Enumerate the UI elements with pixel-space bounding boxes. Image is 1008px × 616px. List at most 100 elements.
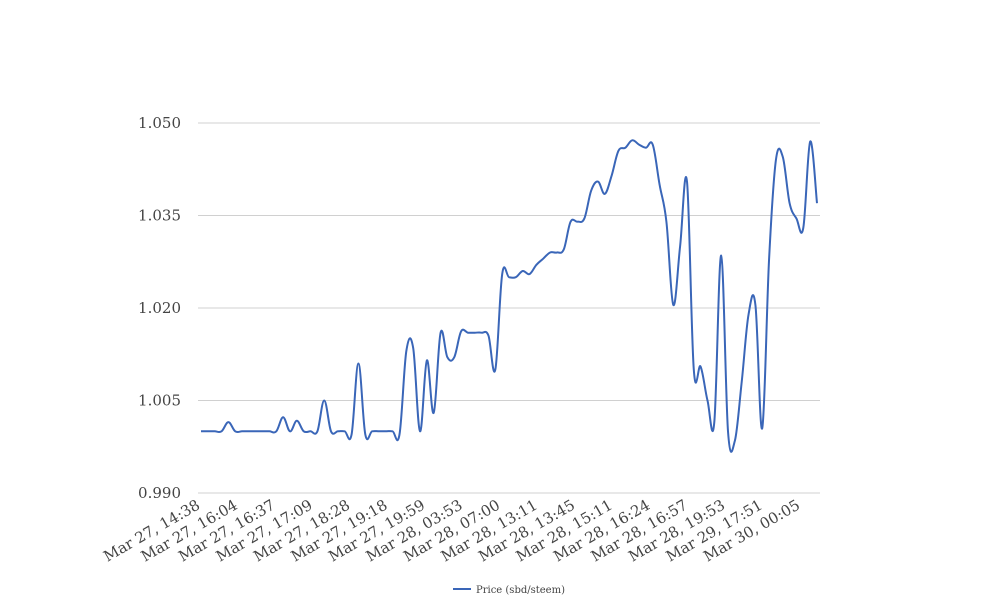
data-point <box>303 430 305 432</box>
data-point <box>405 350 407 352</box>
data-point <box>734 440 736 442</box>
legend: Price (sbd/steem) <box>453 585 565 596</box>
data-point <box>542 258 544 260</box>
data-point <box>310 430 312 432</box>
data-point <box>549 252 551 254</box>
data-point <box>453 356 455 358</box>
data-point <box>535 264 537 266</box>
series-layer <box>200 139 818 453</box>
data-point <box>645 147 647 149</box>
data-point <box>576 221 578 223</box>
data-point <box>296 420 298 422</box>
data-point <box>809 141 811 143</box>
data-point <box>282 416 284 418</box>
data-point <box>419 430 421 432</box>
data-point <box>385 430 387 432</box>
data-point <box>364 433 366 435</box>
data-point <box>707 400 709 402</box>
data-point <box>344 430 346 432</box>
data-point <box>775 159 777 161</box>
data-point <box>761 427 763 429</box>
y-axis: 0.990 1.005 1.020 1.035 1.050 <box>138 114 181 502</box>
data-point <box>618 150 620 152</box>
data-point <box>357 363 359 365</box>
data-point <box>392 430 394 432</box>
data-point <box>665 221 667 223</box>
data-point <box>816 202 818 204</box>
data-point <box>241 430 243 432</box>
data-point <box>563 248 565 250</box>
data-point <box>556 252 558 254</box>
gridlines <box>198 122 820 494</box>
data-point <box>638 144 640 146</box>
data-point <box>221 430 223 432</box>
data-point <box>693 369 695 371</box>
data-point <box>494 369 496 371</box>
data-point <box>501 273 503 275</box>
data-point <box>268 430 270 432</box>
data-point <box>481 332 483 334</box>
data-point <box>399 433 401 435</box>
data-point <box>255 430 257 432</box>
data-point <box>590 190 592 192</box>
data-point <box>440 332 442 334</box>
data-point <box>768 258 770 260</box>
data-point <box>727 430 729 432</box>
data-point <box>789 202 791 204</box>
data-point <box>433 412 435 414</box>
data-point <box>515 276 517 278</box>
series-line-price <box>201 139 818 453</box>
y-tick-label: 1.035 <box>138 207 181 225</box>
data-point <box>624 147 626 149</box>
data-point <box>802 227 804 229</box>
data-point <box>782 156 784 158</box>
data-point <box>583 218 585 220</box>
data-point <box>323 400 325 402</box>
data-point <box>748 313 750 315</box>
y-tick-label: 1.050 <box>138 114 181 132</box>
data-point <box>214 430 216 432</box>
data-point <box>597 181 599 183</box>
data-point <box>672 304 674 306</box>
data-point <box>522 270 524 272</box>
data-point <box>426 359 428 361</box>
data-point <box>227 421 229 423</box>
y-tick-label: 1.005 <box>138 392 181 410</box>
data-point <box>330 430 332 432</box>
data-point <box>371 430 373 432</box>
data-point <box>474 332 476 334</box>
data-point <box>351 433 353 435</box>
data-point <box>412 347 414 349</box>
data-point <box>508 276 510 278</box>
data-point <box>529 273 531 275</box>
data-point <box>275 430 277 432</box>
data-point <box>659 184 661 186</box>
data-point <box>337 430 339 432</box>
data-point <box>631 139 633 141</box>
data-point <box>248 430 250 432</box>
data-point <box>289 430 291 432</box>
data-point <box>686 181 688 183</box>
data-point <box>720 255 722 257</box>
data-point <box>207 430 209 432</box>
data-point <box>446 356 448 358</box>
data-point <box>460 330 462 332</box>
y-tick-label: 0.990 <box>138 484 181 502</box>
data-point <box>378 430 380 432</box>
data-point <box>488 335 490 337</box>
y-tick-label: 1.020 <box>138 299 181 317</box>
data-point <box>234 430 236 432</box>
data-point <box>652 144 654 146</box>
data-point <box>679 245 681 247</box>
data-point <box>316 430 318 432</box>
data-point <box>467 332 469 334</box>
data-point <box>796 218 798 220</box>
data-point <box>570 221 572 223</box>
data-point <box>262 430 264 432</box>
legend-label-price: Price (sbd/steem) <box>476 585 565 596</box>
data-point <box>200 430 202 432</box>
data-point <box>741 381 743 383</box>
data-point <box>700 366 702 368</box>
